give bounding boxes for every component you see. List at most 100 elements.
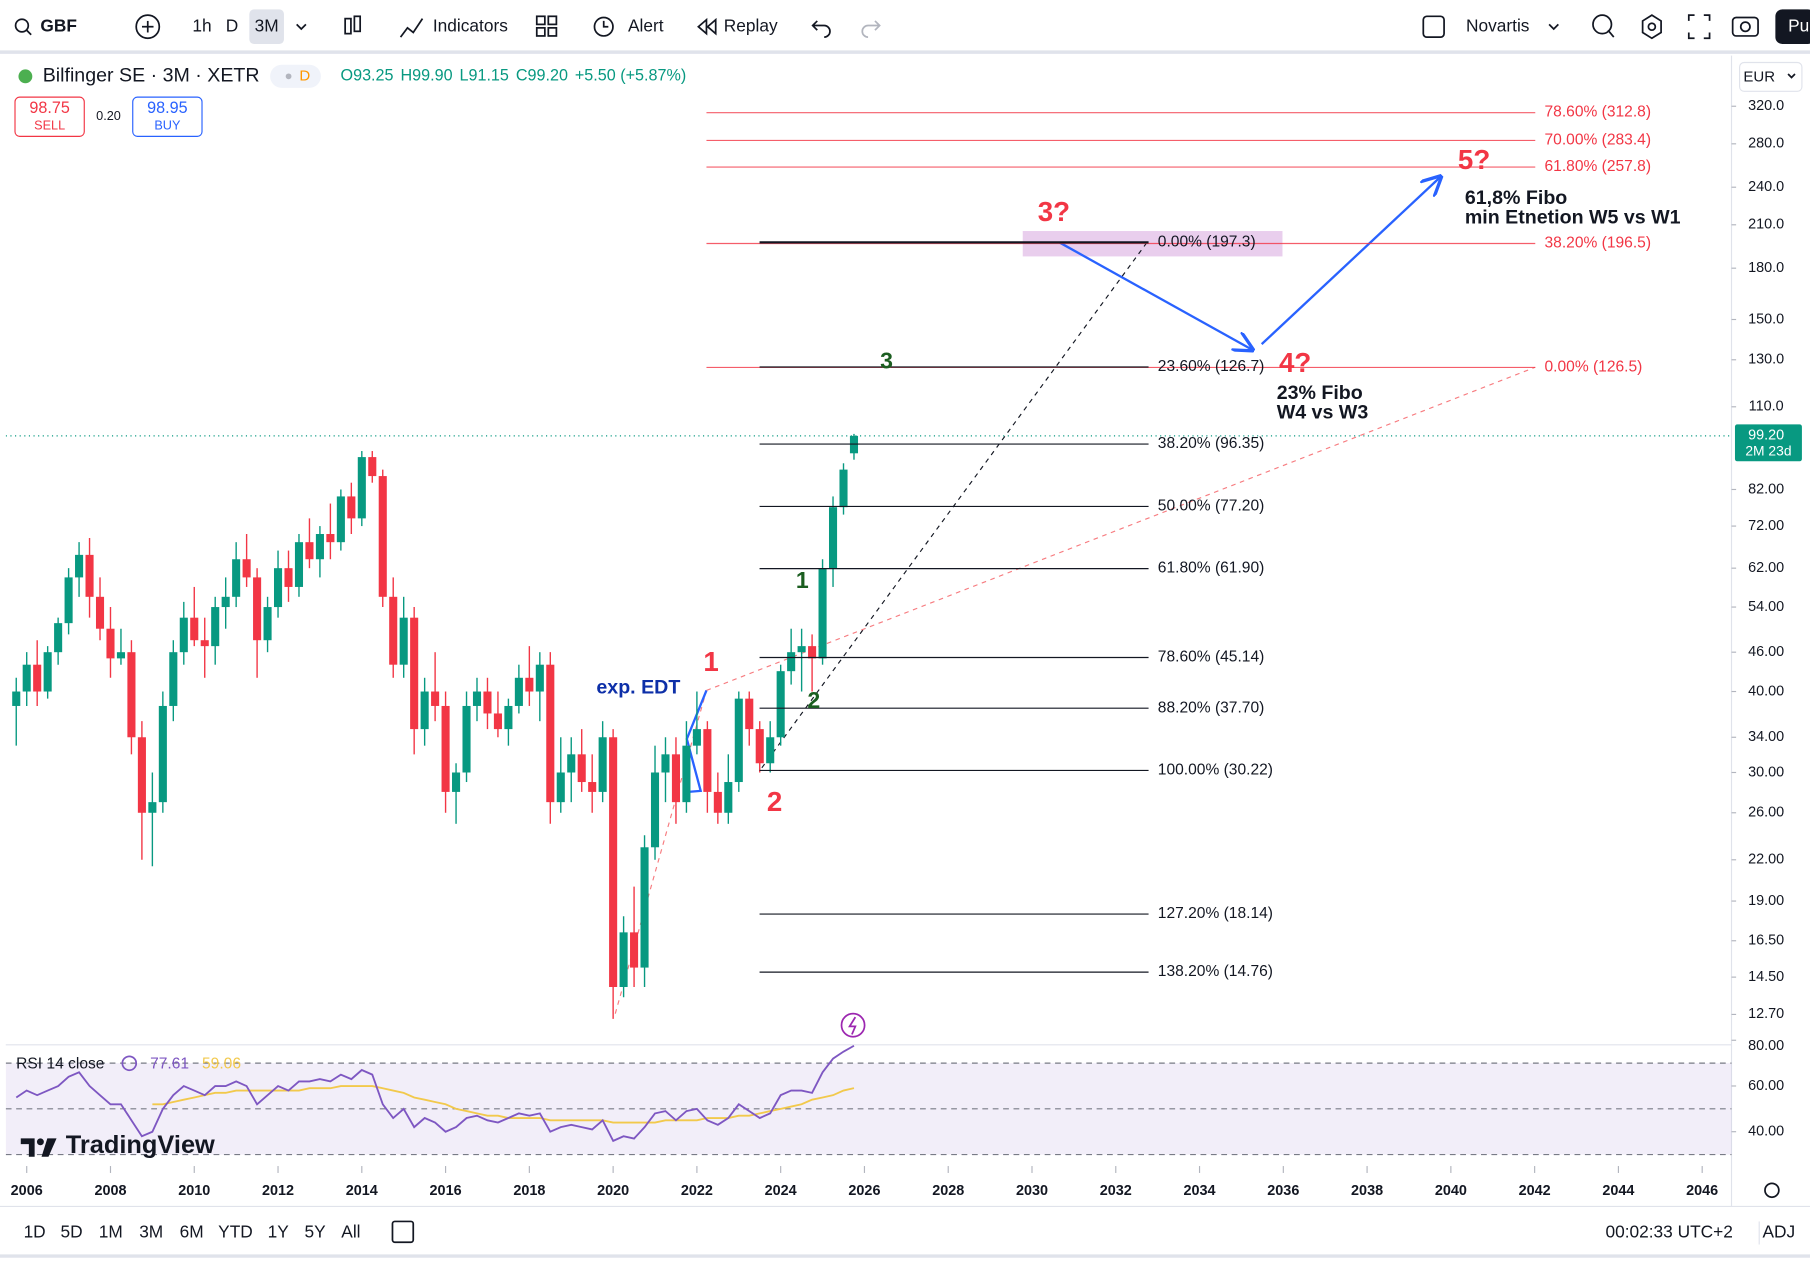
badge-bg [270, 64, 321, 88]
interval[interactable]: 3M [255, 15, 279, 35]
range-button[interactable]: 6M [180, 1222, 204, 1242]
edt-label: exp. EDT [596, 676, 680, 698]
candle-body [75, 554, 84, 578]
y-tick-label: 40.00 [1748, 683, 1784, 699]
ohlc-value: O93.25 [341, 67, 394, 85]
candle-body [535, 664, 544, 692]
candle-body [472, 691, 482, 706]
range-button[interactable]: 5Y [305, 1222, 327, 1242]
candle-body [347, 496, 356, 519]
candle-body [609, 737, 618, 988]
wave5-arrow [1260, 177, 1441, 345]
ohlc-value: C99.20 [516, 67, 568, 85]
last-price-box [1734, 424, 1802, 462]
range-button[interactable]: 3M [139, 1222, 163, 1242]
x-tick-label: 2010 [178, 1183, 210, 1199]
candle-body [630, 932, 639, 968]
x-tick-label: 2016 [430, 1183, 462, 1199]
range-button[interactable]: All [341, 1222, 360, 1242]
rsi-value: 77.61 [150, 1056, 189, 1073]
candle-body [797, 646, 806, 653]
x-tick-label: 2020 [597, 1183, 629, 1199]
clock: 00:02:33 UTC+2 [1605, 1222, 1732, 1242]
y-tick-label: 34.00 [1748, 729, 1784, 745]
toolbar-button[interactable]: Indicators [433, 15, 508, 35]
range-button[interactable]: 1D [24, 1222, 46, 1242]
rsi-y-tick-label: 40.00 [1748, 1124, 1784, 1140]
settings-icon[interactable] [1764, 1182, 1780, 1199]
x-tick-label: 2024 [765, 1183, 797, 1199]
y-tick-label: 280.0 [1748, 136, 1784, 152]
x-tick-label: 2036 [1267, 1183, 1299, 1199]
sell-button[interactable] [14, 96, 85, 137]
subwave-label: 1 [796, 567, 809, 593]
y-tick-label: 30.00 [1748, 764, 1784, 780]
candle-body [808, 646, 817, 659]
range-button[interactable]: YTD [218, 1222, 253, 1242]
publish-button[interactable] [1775, 9, 1810, 45]
fib-label: 50.00% (77.20) [1158, 498, 1265, 515]
y-tick-label: 26.00 [1748, 805, 1784, 821]
wave-label: 3? [1038, 196, 1070, 227]
rsi-ma-line [152, 1085, 855, 1124]
fib-label: 138.20% (14.76) [1158, 963, 1273, 980]
adj[interactable]: ADJ [1762, 1222, 1795, 1242]
publish[interactable]: Pu [1788, 15, 1809, 35]
candle-body [389, 596, 398, 665]
candle-body [106, 628, 115, 659]
interval[interactable]: 1h [192, 15, 211, 35]
candle-body [399, 617, 408, 665]
y-tick-label: 46.00 [1748, 644, 1784, 660]
y-tick-label: 16.50 [1748, 933, 1784, 949]
candle-body [12, 691, 21, 706]
candle-body [724, 782, 733, 813]
candle-body [211, 607, 220, 647]
candle-body [190, 617, 199, 641]
badge-dot [285, 73, 292, 80]
spread: 0.20 [96, 109, 121, 123]
candle-body [452, 772, 461, 792]
toolbar-button[interactable]: Alert [628, 15, 664, 35]
dashed-trend [706, 366, 1536, 691]
y-tick-label: 130.0 [1748, 352, 1784, 368]
y-tick-label: 54.00 [1748, 599, 1784, 615]
candle-body [284, 568, 293, 587]
calendar-icon[interactable] [391, 1220, 415, 1244]
x-tick-label: 2040 [1435, 1183, 1467, 1199]
candle-body [410, 617, 419, 730]
buy-button[interactable] [132, 96, 203, 137]
range-button[interactable]: 5D [61, 1222, 83, 1242]
candle-body [200, 640, 209, 647]
fib-label: 127.20% (18.14) [1158, 905, 1273, 922]
x-tick-label: 2038 [1351, 1183, 1383, 1199]
candle-body [326, 534, 335, 543]
lightning-glyph [848, 1016, 857, 1035]
countdown: 2M 23d [1745, 443, 1791, 459]
candle-body [368, 457, 377, 477]
candle-body [273, 568, 283, 608]
currency-button[interactable] [1739, 61, 1803, 92]
ohlc-value: +5.50 (+5.87%) [575, 67, 686, 85]
y-tick-label: 12.70 [1748, 1006, 1784, 1022]
interval[interactable]: D [226, 15, 239, 35]
x-tick-label: 2046 [1686, 1183, 1718, 1199]
candle-body [54, 623, 63, 653]
wave-label: 4? [1279, 347, 1311, 378]
badge: D [299, 67, 310, 84]
add-symbol[interactable] [135, 14, 161, 40]
range-button[interactable]: 1Y [268, 1222, 290, 1242]
candle-body [546, 664, 555, 803]
candle-body [577, 754, 586, 783]
wave-label: 1 [703, 646, 718, 677]
candle-body [755, 729, 764, 764]
candle-body [158, 705, 167, 803]
watchlist[interactable]: Novartis [1466, 15, 1530, 35]
candle-body [504, 705, 513, 730]
symbol[interactable]: GBF [40, 15, 77, 35]
lightning-icon[interactable] [840, 1012, 866, 1038]
candle-body [242, 559, 251, 578]
range-button[interactable]: 1M [99, 1222, 123, 1242]
rsi-settings[interactable] [121, 1055, 138, 1072]
toolbar-button[interactable]: Replay [724, 15, 778, 35]
y-tick-label: 150.0 [1748, 311, 1784, 327]
